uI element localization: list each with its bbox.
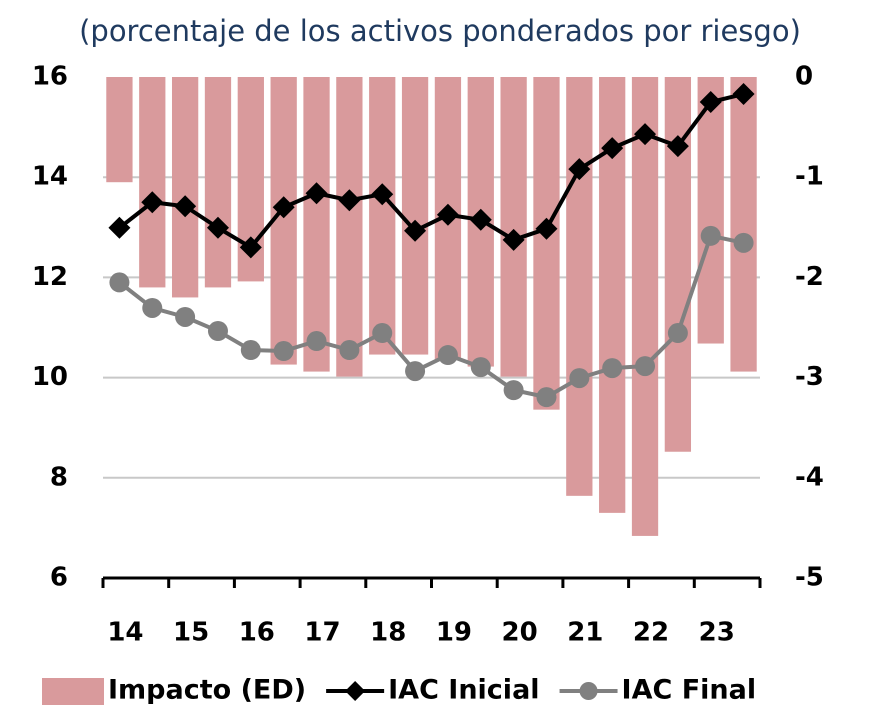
marker: [206, 216, 229, 239]
marker: [503, 380, 524, 401]
marker: [272, 196, 295, 219]
x-tick-label: 22: [633, 618, 669, 648]
y-tick-label: 6: [50, 563, 68, 593]
x-tick-label: 19: [436, 618, 472, 648]
legend-marker: [345, 681, 366, 701]
marker: [437, 345, 458, 366]
bar: [139, 77, 166, 288]
bar: [303, 77, 330, 372]
x-tick-label: 17: [304, 618, 340, 648]
marker: [305, 182, 328, 205]
marker: [109, 272, 130, 293]
y-tick-label: 14: [32, 162, 68, 192]
y-tick-label: 8: [50, 462, 68, 492]
marker: [436, 203, 459, 226]
marker: [306, 331, 327, 352]
y2-tick-label: -4: [795, 462, 824, 492]
x-tick-label: 14: [107, 618, 143, 648]
marker: [733, 232, 754, 253]
y2-tick-label: -5: [795, 563, 824, 593]
x-tick-label: 23: [699, 618, 735, 648]
bar: [500, 77, 527, 377]
legend-label: IAC Final: [622, 675, 757, 706]
marker: [174, 195, 197, 218]
chart-title: (porcentaje de los activos ponderados po…: [79, 14, 801, 48]
bar: [631, 77, 659, 536]
marker: [404, 219, 427, 242]
marker: [635, 356, 656, 377]
marker: [601, 137, 624, 160]
legend-label: IAC Inicial: [388, 675, 539, 706]
marker: [142, 297, 163, 318]
x-tick-label: 16: [239, 618, 275, 648]
marker: [339, 340, 360, 361]
bar: [204, 77, 232, 288]
x-tick-label: 18: [370, 618, 406, 648]
marker: [634, 123, 657, 146]
y2-tick-label: 0: [795, 62, 813, 92]
bar: [697, 77, 724, 344]
x-tick-label: 20: [502, 618, 538, 648]
marker: [108, 216, 131, 239]
bar: [730, 77, 757, 372]
marker: [175, 306, 196, 327]
bar: [336, 77, 363, 377]
marker: [240, 340, 261, 361]
bar: [566, 77, 593, 496]
y-tick-label: 12: [32, 262, 68, 292]
marker: [569, 368, 590, 389]
marker: [239, 236, 262, 259]
marker: [666, 135, 689, 158]
y-tick-label: 16: [32, 62, 68, 92]
bar: [401, 77, 429, 355]
marker: [602, 358, 623, 379]
marker: [207, 321, 228, 342]
marker: [371, 183, 394, 206]
bar: [533, 77, 560, 410]
bar: [171, 77, 199, 298]
marker: [273, 341, 294, 362]
marker: [700, 225, 721, 246]
marker: [141, 191, 164, 214]
legend-label: Impacto (ED): [108, 675, 306, 706]
marker: [568, 158, 591, 181]
marker: [469, 208, 492, 231]
marker: [338, 189, 361, 212]
bar: [369, 77, 396, 355]
bar: [106, 77, 133, 183]
y2-tick-label: -1: [795, 162, 824, 192]
x-tick-label: 21: [567, 618, 603, 648]
marker: [502, 228, 525, 251]
marker: [667, 323, 688, 344]
legend-swatch: [42, 678, 104, 705]
x-tick-label: 15: [173, 618, 209, 648]
marker: [535, 217, 558, 240]
marker: [372, 323, 393, 344]
marker: [470, 357, 491, 378]
y2-tick-label: -2: [795, 262, 824, 292]
marker: [405, 361, 426, 382]
marker: [732, 83, 755, 106]
marker: [699, 91, 722, 114]
legend-marker: [579, 682, 598, 700]
marker: [536, 387, 557, 408]
y-tick-label: 10: [32, 362, 68, 392]
y2-tick-label: -3: [795, 362, 824, 392]
